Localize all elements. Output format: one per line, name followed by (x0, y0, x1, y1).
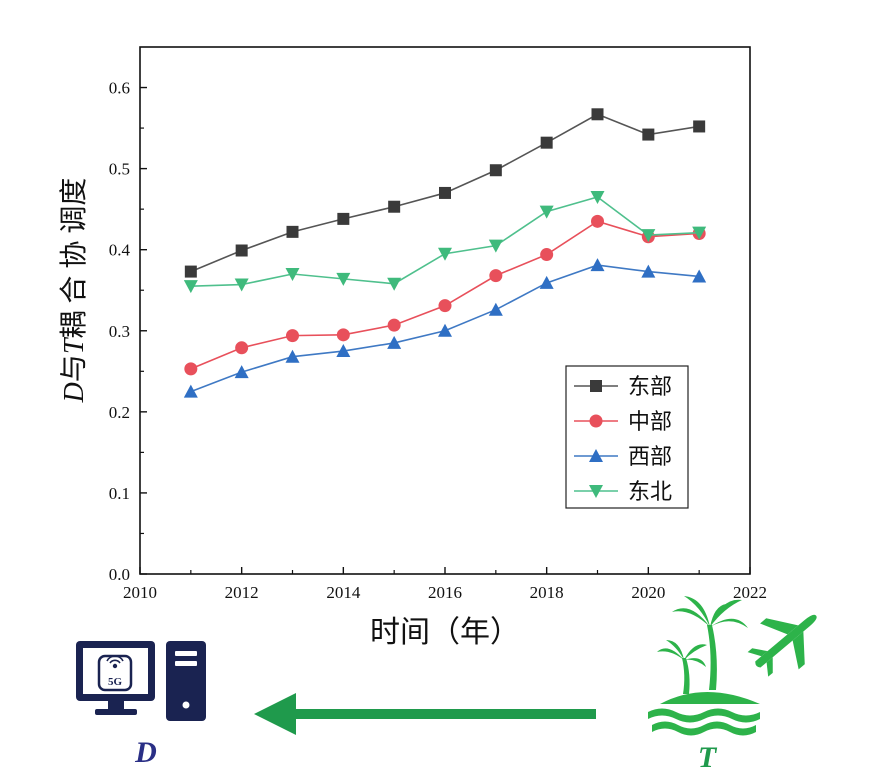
y-tick-label: 0.4 (109, 241, 131, 260)
data-point (540, 136, 553, 149)
y-tick-label: 0.0 (109, 565, 130, 584)
data-point (184, 362, 198, 376)
data-point (540, 248, 554, 262)
computer-tower-icon (166, 641, 206, 721)
coupling-chart: 0.00.10.20.30.40.50.6 2010 2012 2014 2016 20… (58, 46, 767, 649)
y-tick-label: 0.6 (109, 79, 130, 98)
data-point (641, 264, 656, 278)
data-point (285, 349, 300, 363)
data-point (387, 335, 402, 349)
airplane-icon (747, 614, 817, 677)
data-point (336, 328, 350, 342)
data-point (590, 190, 605, 204)
x-tick-label: 2014 (326, 583, 361, 602)
legend-label: 中部 (628, 409, 672, 434)
data-point (387, 318, 401, 332)
data-point (439, 186, 451, 199)
y-tick-label: 0.1 (109, 484, 130, 503)
y-tick-label: 0.2 (109, 403, 130, 422)
5g-badge-text: 5G (108, 676, 123, 688)
5g-signal-icon: 5G (97, 654, 133, 692)
data-point (438, 299, 452, 313)
data-point (183, 384, 198, 398)
legend-box (565, 365, 689, 509)
data-point (183, 280, 198, 294)
d-t-diagram: 5G D (76, 596, 817, 774)
data-point (539, 205, 554, 219)
legend-item: 东北 (574, 479, 672, 504)
legend-marker (589, 485, 603, 498)
data-point (438, 323, 452, 337)
series-1 (184, 108, 706, 278)
x-tick-label: 2018 (530, 583, 564, 602)
x-axis-label: 时间（年） (370, 616, 520, 649)
series-2 (184, 214, 706, 376)
y-tick-label: 0.5 (109, 160, 130, 179)
d-label: D (134, 736, 157, 769)
data-point (234, 278, 249, 292)
legend-item: 东部 (574, 374, 672, 399)
data-point (438, 247, 452, 261)
island-palm-tree-icon (648, 596, 760, 736)
data-point (387, 277, 402, 291)
legend-marker (590, 380, 602, 392)
data-point (488, 302, 503, 316)
legend-item: 中部 (574, 409, 672, 434)
data-point (184, 265, 197, 278)
data-point (336, 272, 351, 286)
x-tick-label: 2020 (631, 583, 665, 602)
data-point (336, 344, 351, 358)
data-point (235, 341, 249, 355)
x-tick-label: 2022 (733, 583, 767, 602)
arrow-left-icon (254, 693, 596, 735)
data-point (590, 258, 605, 272)
series-3 (183, 258, 707, 398)
data-point (693, 120, 706, 133)
legend-label: 东北 (628, 479, 672, 504)
legend-label: 西部 (628, 444, 672, 469)
legend-marker (589, 414, 603, 428)
computer-monitor-icon: 5G (76, 641, 155, 715)
data-point (591, 214, 604, 228)
data-point (235, 244, 248, 257)
x-tick-label: 2012 (225, 583, 259, 602)
data-point (692, 269, 707, 283)
series-layer (183, 108, 707, 398)
data-point (641, 229, 656, 243)
y-axis-label: D与T耦 合 协 调度 (58, 178, 90, 404)
data-point (285, 268, 300, 282)
data-point (539, 275, 554, 289)
y-tick-label: 0.3 (109, 322, 130, 341)
data-point (489, 269, 503, 283)
data-point (692, 226, 707, 240)
data-point (488, 239, 503, 253)
x-tick-label: 2016 (428, 583, 462, 602)
data-point (388, 200, 401, 213)
data-point (337, 212, 350, 225)
y-axis-ticks: 0.0 0.1 0.2 0.3 0.4 0.5 0.6 (109, 79, 147, 584)
legend-item: 西部 (574, 444, 672, 469)
x-tick-label: 2010 (123, 583, 157, 602)
data-point (591, 108, 604, 121)
data-point (489, 164, 502, 177)
series-4 (183, 190, 707, 294)
legend-label: 东部 (628, 374, 672, 399)
x-axis-ticks: 2010 2012 2014 2016 2018 2020 2022 (123, 567, 767, 602)
data-point (642, 128, 655, 141)
series-line (190, 220, 700, 370)
legend-marker (589, 449, 603, 462)
data-point (286, 225, 299, 238)
data-point (286, 329, 299, 343)
t-label: T (698, 741, 718, 774)
data-point (234, 365, 249, 379)
